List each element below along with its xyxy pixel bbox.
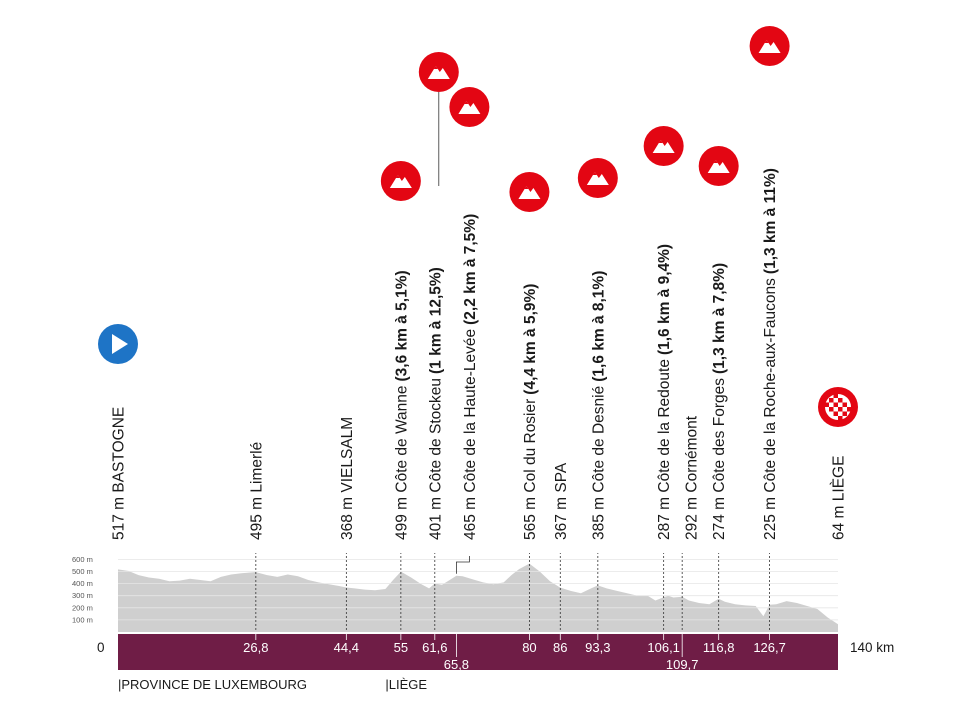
label-cote-de-la-haute-levee: 465 m Côte de la Haute-Levée (2,2 km à 7,… bbox=[462, 214, 479, 540]
label-name-cote-de-wanne: 499 m Côte de Wanne bbox=[393, 385, 410, 540]
mountain-icon-cote-de-wanne bbox=[380, 161, 421, 201]
y-tick-label: 600 m bbox=[72, 555, 93, 564]
label-text-cote-des-forges: 274 m Côte des Forges (1,3 km à 7,8%) bbox=[711, 263, 728, 540]
km-label-spa: 86 bbox=[553, 640, 567, 655]
y-tick-label: 100 m bbox=[72, 615, 93, 624]
mountain-icon-cote-de-la-haute-levee bbox=[449, 87, 490, 127]
label-name-col-du-rosier: 565 m Col du Rosier bbox=[522, 399, 539, 540]
label-cote-de-la-redoute: 287 m Côte de la Redoute (1,6 km à 9,4%) bbox=[656, 244, 673, 540]
label-text-col-du-rosier: 565 m Col du Rosier (4,4 km à 5,9%) bbox=[522, 284, 539, 540]
label-text-cote-de-la-roche-aux-faucons: 225 m Côte de la Roche-aux-Faucons (1,3 k… bbox=[762, 168, 779, 540]
label-text-cote-de-la-haute-levee: 465 m Côte de la Haute-Levée (2,2 km à 7,… bbox=[462, 214, 479, 540]
label-name-cote-de-la-roche-aux-faucons: 225 m Côte de la Roche-aux-Faucons bbox=[762, 278, 779, 540]
km-labels: 26,8 44,4 55 61,6 65,8 80 86 93,3 106,1 109,7 116,… bbox=[243, 634, 786, 672]
y-tick-label: 200 m bbox=[72, 603, 93, 612]
label-text-bastogne: 517 m BASTOGNE bbox=[111, 407, 128, 540]
label-detail-cote-de-la-haute-levee: (2,2 km à 7,5%) bbox=[462, 214, 479, 325]
label-text-vielsalm: 368 m VIELSALM bbox=[339, 417, 356, 540]
label-text-cote-de-la-redoute: 287 m Côte de la Redoute (1,6 km à 9,4%) bbox=[656, 244, 673, 540]
mountain-icon-cote-de-la-redoute bbox=[643, 126, 684, 166]
km-label-vielsalm: 44,4 bbox=[334, 640, 359, 655]
km-label-cornemont: 109,7 bbox=[666, 657, 699, 672]
label-detail-cote-de-la-redoute: (1,6 km à 9,4%) bbox=[656, 244, 673, 355]
total-distance-label: 140 km bbox=[850, 640, 894, 655]
label-name-cote-de-stockeu: 401 m Côte de Stockeu bbox=[427, 378, 444, 540]
km-label-cote-de-wanne: 55 bbox=[394, 640, 408, 655]
km-label-cote-de-desnie: 93,3 bbox=[585, 640, 610, 655]
label-name-spa: 367 m SPA bbox=[553, 462, 570, 540]
label-name-vielsalm: 368 m VIELSALM bbox=[339, 417, 356, 540]
point-labels: 517 m BASTOGNE 495 m Limerlé 368 m VIELSAL… bbox=[111, 92, 848, 540]
label-name-cote-de-desnie: 385 m Côte de Desnié bbox=[590, 386, 607, 540]
label-name-cote-de-la-redoute: 287 m Côte de la Redoute bbox=[656, 359, 673, 540]
label-detail-cote-de-stockeu: (1 km à 12,5%) bbox=[427, 267, 444, 374]
label-cote-de-stockeu: 401 m Côte de Stockeu (1 km à 12,5%) bbox=[427, 267, 444, 540]
label-name-cornemont: 292 m Cornémont bbox=[684, 415, 701, 540]
y-tick-label: 300 m bbox=[72, 591, 93, 600]
label-text-liege: 64 m LIÈGE bbox=[831, 456, 848, 540]
y-tick-labels: 100 m 200 m 300 m 400 m 500 m 600 m bbox=[72, 555, 93, 625]
km-label-cote-de-la-roche-aux-faucons: 126,7 bbox=[753, 640, 786, 655]
mountain-icon-col-du-rosier bbox=[509, 172, 550, 212]
label-vielsalm: 368 m VIELSALM bbox=[339, 417, 356, 540]
label-name-cote-des-forges: 274 m Côte des Forges bbox=[711, 378, 728, 540]
km-label-col-du-rosier: 80 bbox=[522, 640, 536, 655]
play-icon-bastogne bbox=[98, 324, 138, 364]
label-bastogne: 517 m BASTOGNE bbox=[111, 407, 128, 540]
label-text-cote-de-stockeu: 401 m Côte de Stockeu (1 km à 12,5%) bbox=[427, 267, 444, 540]
label-limerle: 495 m Limerlé bbox=[248, 442, 265, 540]
region-label-liege: |LIÈGE bbox=[385, 677, 427, 692]
label-cote-des-forges: 274 m Côte des Forges (1,3 km à 7,8%) bbox=[711, 263, 728, 540]
y-tick-label: 500 m bbox=[72, 567, 93, 576]
km-label-cote-de-stockeu: 61,6 bbox=[422, 640, 447, 655]
label-cote-de-desnie: 385 m Côte de Desnié (1,6 km à 8,1%) bbox=[590, 271, 607, 540]
label-detail-cote-de-wanne: (3,6 km à 5,1%) bbox=[393, 270, 410, 381]
guide-lines bbox=[255, 553, 770, 630]
km-label-cote-des-forges: 116,8 bbox=[703, 640, 735, 655]
label-detail-cote-de-desnie: (1,6 km à 8,1%) bbox=[590, 271, 607, 382]
km-label-cote-de-la-haute-levee: 65,8 bbox=[444, 657, 469, 672]
elevation-profile-area bbox=[118, 563, 838, 632]
label-name-limerle: 495 m Limerlé bbox=[248, 442, 265, 540]
km-label-cote-de-la-redoute: 106,1 bbox=[647, 640, 680, 655]
region-labels: |PROVINCE DE LUXEMBOURG |LIÈGE bbox=[118, 677, 427, 692]
label-col-du-rosier: 565 m Col du Rosier (4,4 km à 5,9%) bbox=[522, 284, 539, 540]
mountain-icon-cote-de-desnie bbox=[577, 158, 618, 198]
label-name-cote-de-la-haute-levee: 465 m Côte de la Haute-Levée bbox=[462, 329, 479, 540]
label-cote-de-wanne: 499 m Côte de Wanne (3,6 km à 5,1%) bbox=[393, 270, 410, 540]
distance-band bbox=[118, 634, 838, 670]
label-text-cornemont: 292 m Cornémont bbox=[684, 415, 701, 540]
mountain-icon-cote-de-la-roche-aux-faucons bbox=[749, 26, 790, 66]
region-label-province-de-luxembourg: |PROVINCE DE LUXEMBOURG bbox=[118, 677, 307, 692]
label-detail-cote-des-forges: (1,3 km à 7,8%) bbox=[711, 263, 728, 374]
label-spa: 367 m SPA bbox=[553, 462, 570, 540]
label-liege: 64 m LIÈGE bbox=[831, 456, 848, 540]
checkered-flag-icon-liege bbox=[818, 387, 858, 427]
km-label-limerle: 26,8 bbox=[243, 640, 268, 655]
label-name-bastogne: 517 m BASTOGNE bbox=[111, 407, 128, 540]
label-cote-de-la-roche-aux-faucons: 225 m Côte de la Roche-aux-Faucons (1,3 k… bbox=[762, 168, 779, 540]
label-text-spa: 367 m SPA bbox=[553, 462, 570, 540]
y-gridlines bbox=[118, 559, 838, 621]
label-name-liege: 64 m LIÈGE bbox=[831, 456, 848, 540]
label-text-cote-de-desnie: 385 m Côte de Desnié (1,6 km à 8,1%) bbox=[590, 271, 607, 540]
label-detail-cote-de-la-roche-aux-faucons: (1,3 km à 11%) bbox=[762, 168, 779, 274]
label-detail-col-du-rosier: (4,4 km à 5,9%) bbox=[522, 284, 539, 395]
mountain-icon-cote-des-forges bbox=[698, 146, 739, 186]
guide-cote-de-la-haute-levee bbox=[455, 556, 470, 574]
label-text-cote-de-wanne: 499 m Côte de Wanne (3,6 km à 5,1%) bbox=[393, 270, 410, 540]
label-text-limerle: 495 m Limerlé bbox=[248, 442, 265, 540]
label-cornemont: 292 m Cornémont bbox=[684, 415, 701, 540]
zero-distance-label: 0 bbox=[97, 640, 105, 655]
mountain-icon-cote-de-stockeu bbox=[418, 52, 459, 92]
point-icons bbox=[98, 26, 858, 427]
y-tick-label: 400 m bbox=[72, 579, 93, 588]
